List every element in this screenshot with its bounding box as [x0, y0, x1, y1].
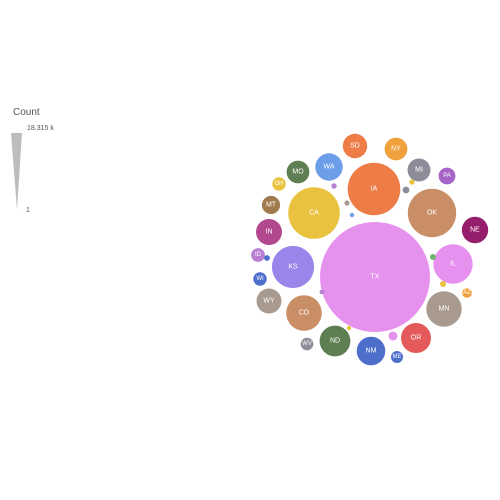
- bubble-label-ny: NY: [391, 146, 401, 153]
- bubble-label-ne: NE: [470, 227, 480, 234]
- bubble-unlabeled-33[interactable]: [409, 179, 415, 185]
- bubble-label-ia: IA: [371, 186, 378, 193]
- legend-size-wedge: [11, 133, 22, 210]
- bubble-nm[interactable]: [356, 336, 386, 366]
- bubble-label-mt: MT: [266, 202, 277, 209]
- bubble-co[interactable]: [286, 295, 322, 331]
- bubble-or[interactable]: [401, 323, 431, 353]
- bubble-label-il: IL: [450, 261, 456, 268]
- bubble-wi[interactable]: [253, 272, 267, 286]
- bubble-label-wa: WA: [323, 164, 334, 171]
- legend-min-label: 1: [26, 207, 30, 214]
- bubble-mo[interactable]: [286, 160, 310, 184]
- bubble-unlabeled-34[interactable]: [344, 200, 350, 206]
- bubble-label-id: ID: [255, 252, 262, 258]
- bubble-unlabeled-29[interactable]: [440, 281, 446, 287]
- bubble-unlabeled-35[interactable]: [319, 289, 325, 295]
- bubble-unlabeled-32[interactable]: [331, 183, 337, 189]
- bubble-label-az: AZ: [463, 290, 471, 296]
- bubble-il[interactable]: [433, 244, 473, 284]
- bubble-label-sd: SD: [350, 143, 360, 150]
- bubble-ok[interactable]: [407, 188, 457, 238]
- bubble-mi[interactable]: [407, 158, 431, 182]
- bubble-label-ca: CA: [309, 210, 319, 217]
- bubble-label-wv: WV: [302, 341, 312, 347]
- bubble-unlabeled-31[interactable]: [264, 255, 270, 261]
- bubble-label-ks: KS: [288, 264, 298, 271]
- bubble-label-in: IN: [266, 229, 273, 236]
- bubble-unlabeled-27[interactable]: [388, 331, 398, 341]
- bubble-label-nm: NM: [366, 348, 377, 355]
- bubble-in[interactable]: [256, 219, 282, 245]
- bubble-pa[interactable]: [438, 167, 456, 185]
- bubble-sd[interactable]: [342, 133, 368, 159]
- bubble-label-me: ME: [393, 354, 402, 360]
- bubble-tx[interactable]: [320, 222, 430, 332]
- bubble-wv[interactable]: [300, 337, 314, 351]
- bubble-ne[interactable]: [461, 216, 489, 244]
- bubble-ks[interactable]: [271, 245, 315, 289]
- bubble-label-nd: ND: [330, 338, 340, 345]
- bubble-nd[interactable]: [319, 325, 351, 357]
- bubble-label-tx: TX: [371, 274, 380, 281]
- bubble-ny[interactable]: [384, 137, 408, 161]
- bubble-label-ok: OK: [427, 210, 437, 217]
- bubble-unlabeled-36[interactable]: [346, 325, 352, 331]
- bubble-unlabeled-30[interactable]: [430, 254, 436, 260]
- size-legend: Count 18.315 k 1: [0, 0, 120, 240]
- bubble-ia[interactable]: [347, 162, 401, 216]
- bubble-label-wi: WI: [256, 276, 264, 282]
- bubble-oh[interactable]: [272, 177, 286, 191]
- legend-title: Count: [13, 107, 40, 118]
- bubble-wa[interactable]: [315, 153, 343, 181]
- bubble-ca[interactable]: [288, 187, 340, 239]
- bubble-label-mi: MI: [415, 167, 423, 174]
- bubble-az[interactable]: [462, 288, 472, 298]
- bubble-label-co: CO: [299, 310, 310, 317]
- bubble-label-wy: WY: [263, 298, 275, 305]
- bubble-me[interactable]: [391, 351, 403, 363]
- bubble-id[interactable]: [251, 248, 265, 262]
- bubble-label-or: OR: [411, 335, 422, 342]
- bubble-mt[interactable]: [261, 195, 281, 215]
- bubble-unlabeled-28[interactable]: [402, 186, 410, 194]
- bubble-mn[interactable]: [426, 291, 462, 327]
- bubble-wy[interactable]: [256, 288, 282, 314]
- bubble-label-pa: PA: [443, 173, 451, 179]
- bubble-unlabeled-37[interactable]: [349, 212, 355, 218]
- bubble-label-mn: MN: [439, 306, 450, 313]
- legend-max-label: 18.315 k: [27, 125, 54, 132]
- bubble-label-mo: MO: [292, 169, 304, 176]
- bubble-label-oh: OH: [275, 181, 284, 187]
